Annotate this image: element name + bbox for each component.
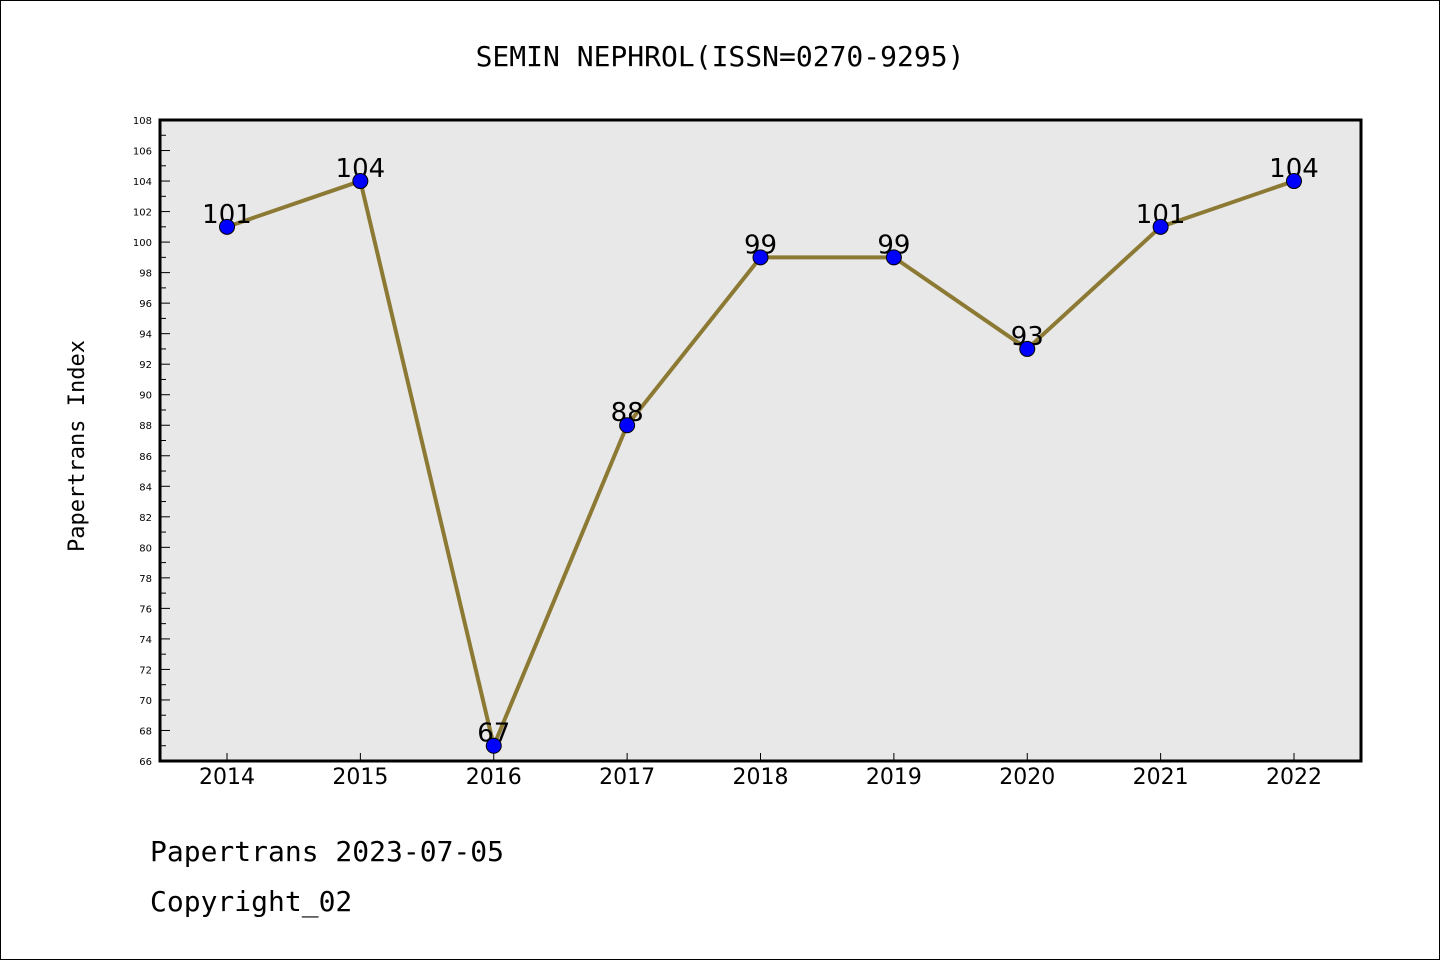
y-tick-label: 100 (133, 238, 152, 249)
y-tick-label: 86 (139, 452, 152, 463)
data-point (1019, 340, 1036, 357)
y-tick-label: 68 (139, 726, 152, 737)
y-tick-label: 84 (139, 482, 152, 493)
y-tick-label: 108 (133, 116, 152, 127)
y-tick-label: 88 (139, 421, 152, 432)
y-tick-label: 78 (139, 574, 152, 585)
data-point (619, 417, 636, 434)
y-tick-label: 92 (139, 360, 152, 371)
footer-date: Papertrans 2023-07-05 (150, 835, 505, 868)
footer-copyright: Copyright_02 (150, 885, 353, 918)
y-tick-label: 96 (139, 299, 152, 310)
data-point (1152, 218, 1169, 235)
x-tick-label: 2022 (1266, 765, 1322, 790)
y-tick-label: 102 (133, 208, 152, 219)
x-axis-ticks: 2014 2015 2016 2017 2018 2019 2020 2021 2022 (199, 753, 1322, 790)
x-tick-label: 2019 (866, 765, 922, 790)
y-tick-label: 90 (139, 391, 152, 402)
x-tick-label: 2020 (999, 765, 1055, 790)
y-axis-ticks: 66 68 70 72 74 76 78 80 82 84 86 88 90 92 94 96 98 100 102… (133, 116, 170, 768)
y-tick-label: 76 (139, 604, 152, 615)
data-point (1286, 173, 1302, 190)
data-point (219, 218, 235, 235)
y-tick-label: 80 (139, 543, 152, 554)
data-point (352, 173, 369, 190)
y-tick-label: 72 (139, 665, 152, 676)
y-tick-label: 104 (133, 177, 152, 188)
y-tick-label: 94 (139, 330, 152, 341)
data-point (485, 737, 502, 754)
y-tick-label: 66 (139, 757, 152, 768)
y-tick-label: 98 (139, 269, 152, 280)
y-tick-label: 82 (139, 513, 152, 524)
x-tick-label: 2018 (733, 765, 789, 790)
x-tick-label: 2015 (332, 765, 388, 790)
x-tick-label: 2017 (599, 765, 655, 790)
y-axis-label: Papertrans Index (65, 340, 90, 552)
data-point (752, 249, 769, 266)
x-tick-label: 2014 (199, 765, 255, 790)
chart-title: SEMIN NEPHROL(ISSN=0270-9295) (476, 40, 965, 73)
y-tick-label: 70 (139, 696, 152, 707)
y-tick-label: 106 (133, 147, 152, 158)
y-tick-label: 74 (139, 635, 152, 646)
x-tick-label: 2021 (1133, 765, 1189, 790)
data-point (885, 249, 902, 266)
x-tick-label: 2016 (466, 765, 522, 790)
